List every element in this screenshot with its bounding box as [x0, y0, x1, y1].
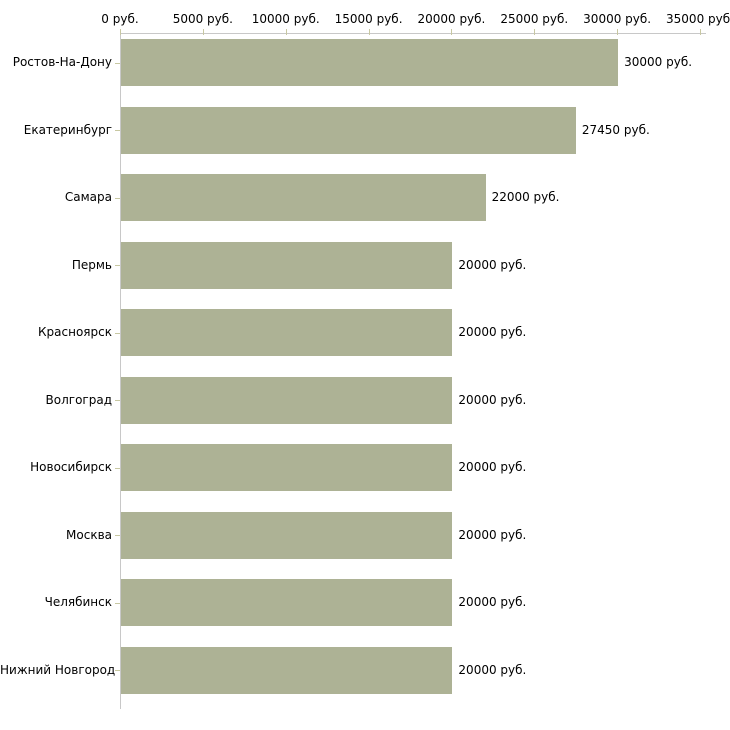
value-label: 20000 руб. — [458, 392, 527, 407]
bar — [121, 579, 453, 626]
y-tick-mark — [115, 332, 120, 334]
x-tick-label: 15000 руб. — [334, 12, 403, 26]
bar — [121, 376, 453, 424]
x-tick-mark — [202, 29, 204, 35]
bar — [121, 106, 576, 154]
x-tick-mark — [120, 29, 121, 35]
x-tick-mark — [285, 29, 287, 35]
value-label: 20000 руб. — [458, 595, 527, 609]
x-tick-mark — [700, 29, 701, 35]
bar-row: Волгоград 20000 руб. — [0, 371, 730, 439]
x-tick-label: 35000 руб. — [666, 12, 730, 26]
category-label: Красноярск — [38, 325, 112, 339]
value-label: 20000 руб. — [458, 257, 527, 272]
value-label: 20000 руб. — [458, 460, 527, 474]
value-label: 27450 руб. — [581, 122, 650, 137]
y-tick-mark — [115, 535, 120, 536]
value-label: 20000 руб. — [458, 325, 527, 339]
value-label: 20000 руб. — [458, 662, 527, 677]
category-label: Нижний Новгород — [0, 662, 116, 677]
x-tick-label: 0 руб. — [101, 12, 139, 26]
x-tick-label: 10000 руб. — [251, 12, 320, 26]
y-tick-mark — [115, 265, 120, 266]
y-tick-mark — [115, 130, 120, 131]
x-tick-label: 5000 руб. — [172, 12, 233, 26]
x-tick-label: 30000 руб. — [583, 12, 652, 26]
bar — [121, 511, 453, 559]
bar — [121, 646, 453, 694]
category-label: Волгоград — [45, 392, 112, 407]
x-tick-mark — [451, 29, 453, 35]
bar-row: Екатеринбург 27450 руб. — [0, 101, 730, 169]
category-label: Самара — [64, 190, 112, 204]
x-tick-label: 25000 руб. — [500, 12, 569, 26]
category-label: Москва — [66, 527, 112, 542]
value-label: 22000 руб. — [491, 190, 560, 204]
bar — [121, 174, 486, 221]
x-tick-mark — [617, 29, 619, 35]
x-tick-label: 20000 руб. — [417, 12, 486, 26]
bar — [121, 241, 453, 289]
category-label: Новосибирск — [30, 460, 112, 474]
bar — [121, 309, 453, 356]
bar-row: Пермь 20000 руб. — [0, 236, 730, 304]
bar-row: Новосибирск 20000 руб. — [0, 438, 730, 506]
y-tick-mark — [115, 197, 120, 199]
x-axis-line — [120, 33, 706, 34]
category-label: Челябинск — [44, 595, 112, 609]
y-axis-line — [120, 33, 121, 709]
x-tick-mark — [368, 29, 370, 35]
bar — [121, 444, 453, 491]
y-tick-mark — [115, 400, 120, 401]
bar — [121, 39, 619, 86]
category-label: Ростов-На-Дону — [12, 55, 112, 69]
category-label: Екатеринбург — [23, 122, 112, 137]
y-tick-mark — [115, 670, 120, 671]
y-tick-mark — [115, 467, 120, 469]
bar-row: Челябинск 20000 руб. — [0, 573, 730, 641]
bar-row: Красноярск 20000 руб. — [0, 303, 730, 371]
category-label: Пермь — [71, 257, 112, 272]
y-tick-mark — [115, 62, 120, 64]
bar-row: Нижний Новгород 20000 руб. — [0, 641, 730, 709]
bar-row: Самара 22000 руб. — [0, 168, 730, 236]
bar-row: Москва 20000 руб. — [0, 506, 730, 574]
bar-row: Ростов-На-Дону 30000 руб. — [0, 33, 730, 101]
value-label: 30000 руб. — [624, 55, 693, 69]
value-label: 20000 руб. — [458, 527, 527, 542]
y-tick-mark — [115, 602, 120, 604]
x-tick-mark — [534, 29, 536, 35]
